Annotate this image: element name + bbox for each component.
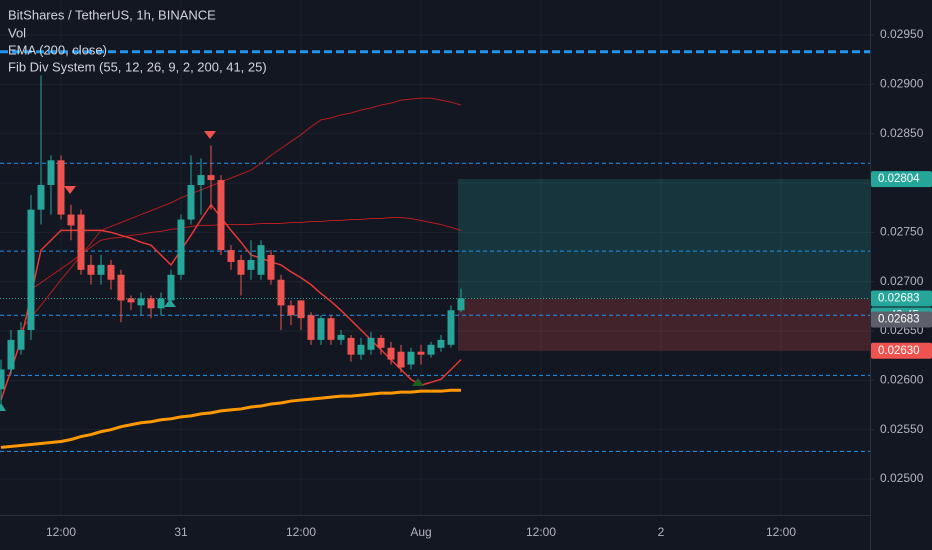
candle-body [167,274,175,301]
candle-body [347,337,355,355]
y-tick-label: 0.02750 [880,225,924,239]
candle-body [357,344,365,355]
candle-body [127,298,135,303]
candle-body [417,351,425,355]
candle-body [77,214,85,270]
price-label: 0.02683 [878,313,920,325]
price-label-bg [871,342,932,359]
x-tick-label: Aug [410,525,431,539]
candle-body [157,298,165,309]
candle-body [47,160,55,185]
candle-body [257,245,265,275]
candle-body [177,219,185,275]
candle-body [67,214,75,226]
indicator-label: Fib Div System (55, 12, 26, 9, 2, 200, 4… [8,59,267,74]
candle-body [337,334,345,340]
y-tick-label: 0.02950 [880,27,924,41]
candle-body [117,274,125,301]
candle-body [97,264,105,275]
candle-body [207,175,215,181]
price-label-bg [871,171,932,188]
price-label-bg [871,311,932,328]
candle-body [137,298,145,306]
price-label: 0.02630 [878,345,920,357]
candle-body [367,337,375,350]
x-tick-label: 12:00 [766,525,796,539]
candle-body [57,160,65,215]
price-label-bg [871,290,932,307]
price-label: 0.02683 [878,292,920,304]
candle-body [147,298,155,309]
y-tick-label: 0.02850 [880,126,924,140]
x-tick-label: 2 [658,525,665,539]
candle-body [317,318,325,340]
candle-body [457,298,465,311]
candle-body [277,279,285,306]
candle-body [7,339,15,370]
x-tick-label: 31 [174,525,188,539]
y-tick-label: 0.02600 [880,373,924,387]
buy-signal [0,403,6,411]
sell-signal [64,186,76,194]
candle-body [297,300,305,319]
candle-body [377,337,385,348]
price-label: 0.02804 [878,173,920,185]
x-tick-label: 12:00 [526,525,556,539]
y-tick-label: 0.02700 [880,274,924,288]
candle-body [237,259,245,275]
candle-body [197,175,205,185]
candle-body [447,310,455,345]
indicator-label: EMA (200, close) [8,42,107,57]
candle-body [437,339,445,348]
candle-body [87,264,95,275]
y-tick-label: 0.02500 [880,471,924,485]
sell-signal [204,131,216,139]
candle-body [307,315,315,340]
candle-body [287,305,295,316]
y-tick-label: 0.02900 [880,77,924,91]
buy-signal [412,378,424,386]
candle-body [267,255,275,280]
candle-body [407,351,415,365]
candle-body [387,347,395,360]
chart-title: BitShares / TetherUS, 1h, BINANCE [8,7,216,22]
indicator-line [30,217,462,290]
x-tick-label: 12:00 [286,525,316,539]
candle-body [187,184,195,220]
candle-body [427,344,435,355]
candle-body [247,259,255,270]
candle-body [37,184,45,210]
candle-body [327,318,335,340]
plot [0,50,870,452]
y-tick-label: 0.02550 [880,422,924,436]
candle-body [0,369,5,390]
candle-body [217,180,225,251]
candle-body [227,250,235,262]
stop-zone [458,298,870,351]
candle-body [27,209,35,331]
indicator-label: Vol [8,25,26,40]
grid [0,0,870,515]
x-tick-label: 12:00 [46,525,76,539]
candle-body [17,330,25,350]
buy-signal [164,299,176,307]
indicator-line [20,97,462,331]
indicator-line [0,388,461,449]
candle-body [397,351,405,368]
candle-body [107,264,115,280]
target-zone [458,179,870,299]
